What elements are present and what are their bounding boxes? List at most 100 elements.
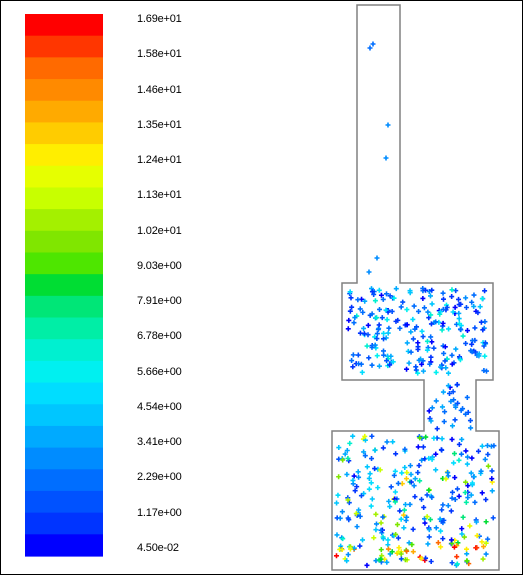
colorbar-tick-label: 1.24e+01 xyxy=(137,154,182,167)
particle-marker xyxy=(479,539,485,545)
particle-marker xyxy=(429,287,435,293)
particle-marker xyxy=(479,296,485,302)
particle-marker xyxy=(460,514,466,520)
particle-marker xyxy=(345,326,351,332)
particle-marker xyxy=(369,286,375,292)
particle-marker xyxy=(456,457,462,463)
particle-marker xyxy=(469,480,475,486)
particle-marker xyxy=(397,325,403,331)
particle-marker xyxy=(421,504,427,510)
particle-marker xyxy=(449,294,455,300)
particle-marker xyxy=(333,553,339,559)
particle-marker xyxy=(356,474,362,480)
particle-marker xyxy=(463,448,469,454)
particle-marker xyxy=(440,536,446,542)
particle-marker xyxy=(400,299,406,305)
particle-marker xyxy=(431,435,437,441)
particle-marker xyxy=(399,470,405,476)
particle-marker xyxy=(384,317,390,323)
colorbar-segment xyxy=(25,252,103,275)
particle-marker xyxy=(388,484,394,490)
particle-marker xyxy=(444,304,450,310)
particle-marker xyxy=(373,511,379,517)
particle-marker xyxy=(482,340,488,346)
particle-marker xyxy=(438,364,444,370)
particle-marker xyxy=(356,507,362,513)
particle-marker xyxy=(429,405,435,411)
particle-marker xyxy=(464,461,470,467)
particle-marker xyxy=(395,480,401,486)
particle-marker xyxy=(354,524,360,530)
particle-marker xyxy=(419,457,425,463)
particle-marker xyxy=(376,287,382,293)
particle-marker xyxy=(407,463,413,469)
particle-marker xyxy=(391,295,397,301)
particle-marker xyxy=(344,558,350,564)
particle-marker xyxy=(415,344,421,350)
particle-marker xyxy=(373,527,379,533)
particle-marker xyxy=(439,507,445,513)
particle-marker xyxy=(365,322,371,328)
colorbar-segment xyxy=(25,339,103,362)
particle-marker xyxy=(422,287,428,293)
particle-marker xyxy=(340,536,346,542)
particle-marker xyxy=(425,309,431,315)
particle-marker xyxy=(491,443,497,449)
particle-marker xyxy=(449,537,455,543)
colorbar-tick-label: 4.50e-02 xyxy=(137,542,179,554)
particle-marker xyxy=(374,336,380,342)
particle-marker xyxy=(445,470,451,476)
particle-marker xyxy=(358,493,364,499)
particle-marker xyxy=(340,457,346,463)
colorbar-segment xyxy=(25,209,103,232)
colorbar-segment xyxy=(25,57,103,80)
particle-marker xyxy=(344,471,350,477)
particle-marker xyxy=(448,508,454,514)
particle-marker xyxy=(346,317,352,323)
particle-marker xyxy=(336,445,342,451)
particle-marker xyxy=(378,556,384,562)
particle-marker xyxy=(372,447,378,453)
particle-marker xyxy=(393,451,399,457)
particle-marker xyxy=(429,339,435,345)
colorbar-segment xyxy=(25,317,103,340)
particles xyxy=(333,41,497,568)
particle-marker xyxy=(354,484,360,490)
particle-marker xyxy=(406,540,412,546)
particle-marker xyxy=(337,515,343,521)
colorbar-tick-label: 1.35e+01 xyxy=(137,118,182,131)
particle-marker xyxy=(459,531,465,537)
particle-marker xyxy=(426,455,432,461)
particle-marker xyxy=(467,418,473,424)
particle-marker xyxy=(440,290,446,296)
particle-marker xyxy=(424,514,430,520)
particle-marker xyxy=(433,319,439,325)
colorbar-tick-label: 7.91e+00 xyxy=(137,295,182,308)
particle-marker xyxy=(489,488,495,494)
particle-marker xyxy=(404,340,410,346)
particle-marker xyxy=(413,324,419,330)
particle-marker xyxy=(406,360,412,366)
particle-marker xyxy=(357,543,363,549)
particle-marker xyxy=(449,361,455,367)
particle-marker xyxy=(415,470,421,476)
particle-marker xyxy=(471,303,477,309)
particle-marker xyxy=(433,451,439,457)
particle-marker xyxy=(453,288,459,294)
particle-marker xyxy=(422,520,428,526)
particle-marker xyxy=(385,537,391,543)
particle-marker xyxy=(423,434,429,440)
particle-marker xyxy=(359,369,365,375)
particle-marker xyxy=(489,468,495,474)
particle-marker xyxy=(428,321,434,327)
particle-marker xyxy=(373,521,379,527)
particle-marker xyxy=(369,433,375,439)
particle-marker xyxy=(417,435,423,441)
particle-marker xyxy=(381,352,387,358)
particle-marker xyxy=(374,331,380,337)
particle-marker xyxy=(408,349,414,355)
particle-marker xyxy=(364,343,370,349)
particle-marker xyxy=(464,551,470,557)
colorbar-tick-label: 1.58e+01 xyxy=(137,48,182,61)
particle-marker xyxy=(353,511,359,517)
